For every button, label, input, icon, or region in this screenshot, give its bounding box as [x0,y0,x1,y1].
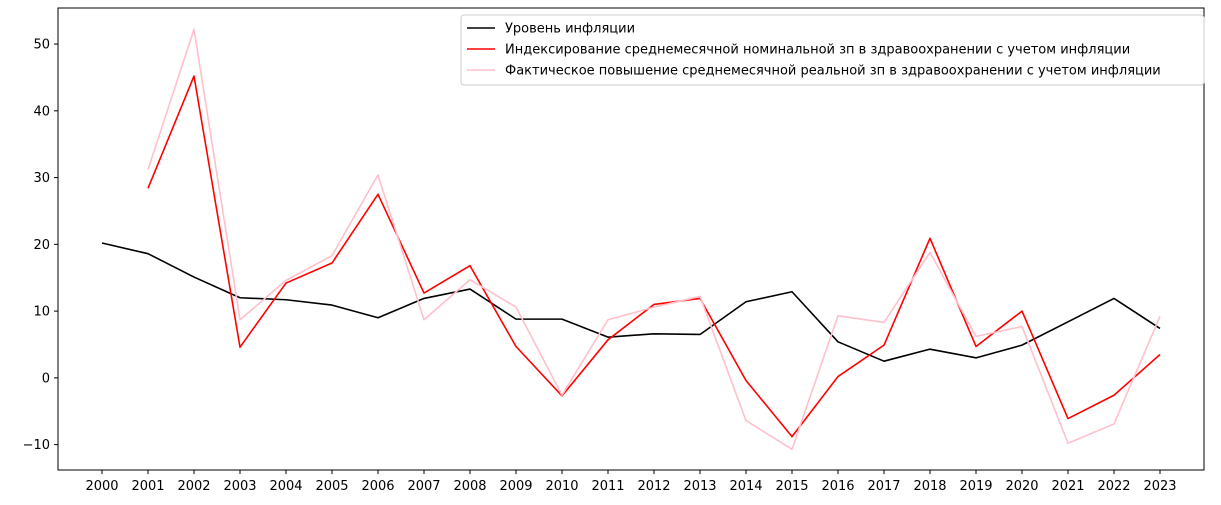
series-line-3 [147,28,1161,451]
series-layer [101,28,1161,451]
series-line-1 [101,242,1161,362]
x-tick-label: 2018 [913,479,946,494]
y-tick-label: 0 [42,371,50,386]
x-tick-label: 2002 [177,479,210,494]
x-tick-label: 2017 [867,479,900,494]
y-tick-label: 20 [33,238,50,253]
x-tick-label: 2015 [775,479,808,494]
x-tick-label: 2005 [315,479,348,494]
legend-box [460,14,1205,86]
x-tick-label: 2010 [545,479,578,494]
x-tick-label: 2023 [1143,479,1176,494]
plot-frame [57,7,1205,471]
y-tick-label: 30 [33,171,50,186]
x-axis: 2000 2001 2002 2003 2004 2005 2006 2007 2008 2009… [85,470,1177,494]
x-tick-label: 2014 [729,479,762,494]
legend-label: Фактическое повышение среднемесячной реа… [505,64,1161,79]
x-tick-label: 2013 [683,479,716,494]
y-tick-label: 40 [33,104,50,119]
x-tick-label: 2019 [959,479,992,494]
x-tick-label: 2016 [821,479,854,494]
x-tick-label: 2004 [269,479,302,494]
x-tick-label: 2011 [591,479,624,494]
x-tick-label: 2008 [453,479,486,494]
x-tick-label: 2012 [637,479,670,494]
x-tick-label: 2001 [131,479,164,494]
y-tick-label: 50 [33,38,50,53]
legend: Уровень инфляции Индексирование среднемес… [460,14,1205,86]
x-tick-label: 2003 [223,479,256,494]
series-line-2 [147,75,1161,438]
x-tick-label: 2006 [361,479,394,494]
y-tick-label: 10 [33,305,50,320]
x-tick-label: 2009 [499,479,532,494]
y-tick-label: −10 [23,438,50,453]
legend-label: Уровень инфляции [505,22,635,37]
x-tick-label: 2020 [1005,479,1038,494]
x-tick-label: 2021 [1051,479,1084,494]
x-tick-label: 2007 [407,479,440,494]
x-tick-label: 2022 [1097,479,1130,494]
y-axis: −10 0 10 20 30 40 50 [23,38,58,453]
legend-label: Индексирование среднемесячной номинально… [505,43,1130,58]
x-tick-label: 2000 [85,479,118,494]
